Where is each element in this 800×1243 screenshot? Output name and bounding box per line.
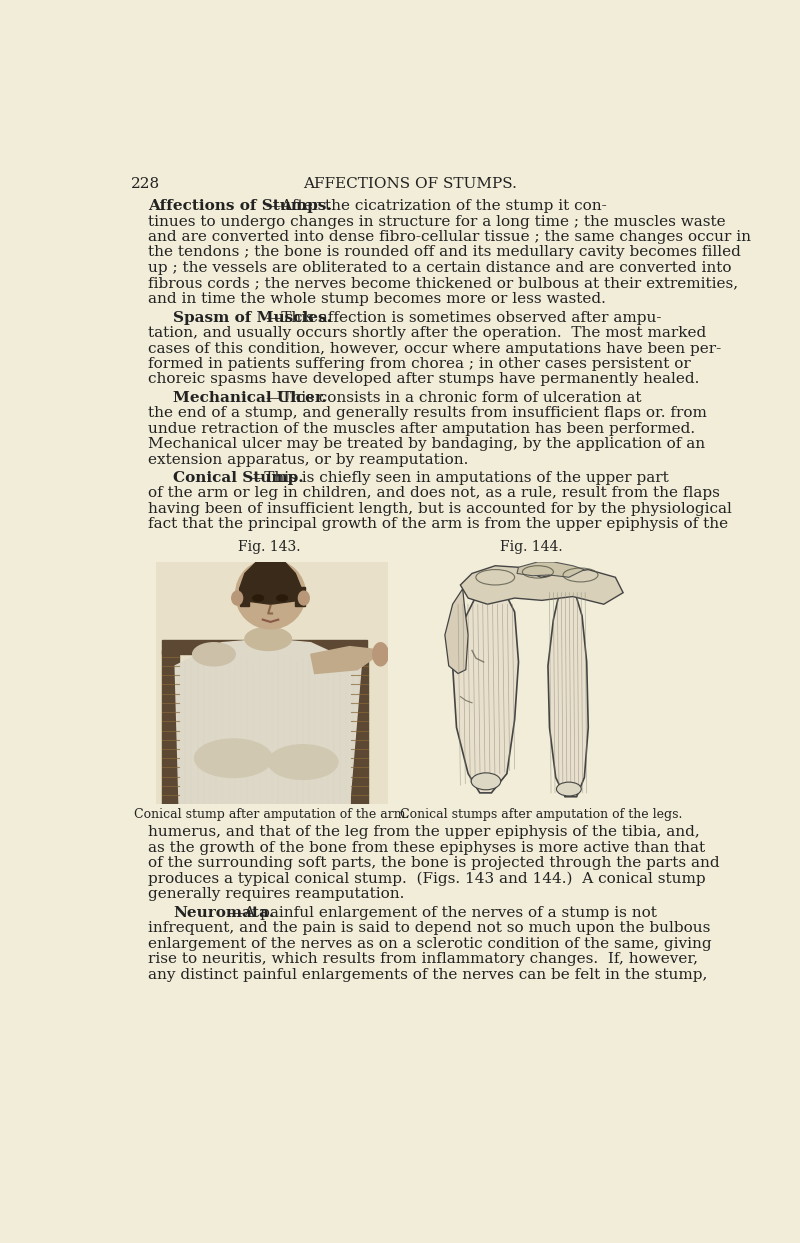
Text: humerus, and that of the leg from the upper epiphysis of the tibia, and,: humerus, and that of the leg from the up…	[148, 825, 700, 839]
Text: Neuromata.: Neuromata.	[173, 906, 274, 920]
Text: the end of a stump, and generally results from insufficient flaps or. from: the end of a stump, and generally result…	[148, 406, 707, 420]
Text: fibrous cords ; the nerves become thickened or bulbous at their extremities,: fibrous cords ; the nerves become thicke…	[148, 276, 738, 290]
Text: infrequent, and the pain is said to depend not so much upon the bulbous: infrequent, and the pain is said to depe…	[148, 921, 710, 936]
Text: formed in patients suffering from chorea ; in other cases persistent or: formed in patients suffering from chorea…	[148, 357, 690, 372]
Text: Conical stump after amputation of the arm.: Conical stump after amputation of the ar…	[134, 808, 410, 822]
Text: up ; the vessels are obliterated to a certain distance and are converted into: up ; the vessels are obliterated to a ce…	[148, 261, 731, 275]
Text: —This consists in a chronic form of ulceration at: —This consists in a chronic form of ulce…	[266, 392, 642, 405]
Text: cases of this condition, however, occur where amputations have been per-: cases of this condition, however, occur …	[148, 342, 722, 355]
Text: 228: 228	[131, 177, 160, 191]
Text: generally requires reamputation.: generally requires reamputation.	[148, 886, 405, 901]
Text: the tendons ; the bone is rounded off and its medullary cavity becomes filled: the tendons ; the bone is rounded off an…	[148, 245, 741, 260]
Text: tinues to undergo changes in structure for a long time ; the muscles waste: tinues to undergo changes in structure f…	[148, 215, 726, 229]
Text: Mechanical ulcer may be treated by bandaging, by the application of an: Mechanical ulcer may be treated by banda…	[148, 438, 705, 451]
Text: Mechanical Ulcer.: Mechanical Ulcer.	[173, 392, 326, 405]
Text: Conical stumps after amputation of the legs.: Conical stumps after amputation of the l…	[400, 808, 682, 822]
Text: —This affection is sometimes observed after ampu-: —This affection is sometimes observed af…	[266, 311, 662, 324]
Text: Conical Stump.: Conical Stump.	[173, 471, 303, 485]
Text: and in time the whole stump becomes more or less wasted.: and in time the whole stump becomes more…	[148, 292, 606, 306]
Text: any distinct painful enlargements of the nerves can be felt in the stump,: any distinct painful enlargements of the…	[148, 967, 707, 982]
Text: fact that the principal growth of the arm is from the upper epiphysis of the: fact that the principal growth of the ar…	[148, 517, 728, 531]
Text: —A painful enlargement of the nerves of a stump is not: —A painful enlargement of the nerves of …	[230, 906, 658, 920]
Text: Fig. 144.: Fig. 144.	[499, 541, 562, 554]
Text: Spasm of Muscles.: Spasm of Muscles.	[173, 311, 332, 324]
Text: Affections of Stumps.: Affections of Stumps.	[148, 199, 332, 214]
Text: having been of insufficient length, but is accounted for by the physiological: having been of insufficient length, but …	[148, 502, 732, 516]
Text: as the growth of the bone from these epiphyses is more active than that: as the growth of the bone from these epi…	[148, 840, 705, 855]
Text: choreic spasms have developed after stumps have permanently healed.: choreic spasms have developed after stum…	[148, 373, 699, 387]
Text: and are converted into dense fibro-cellular tissue ; the same changes occur in: and are converted into dense fibro-cellu…	[148, 230, 751, 244]
Text: rise to neuritis, which results from inflammatory changes.  If, however,: rise to neuritis, which results from inf…	[148, 952, 698, 966]
Text: AFFECTIONS OF STUMPS.: AFFECTIONS OF STUMPS.	[303, 177, 517, 191]
Text: produces a typical conical stump.  (Figs. 143 and 144.)  A conical stump: produces a typical conical stump. (Figs.…	[148, 871, 706, 886]
Text: extension apparatus, or by reamputation.: extension apparatus, or by reamputation.	[148, 452, 469, 466]
Text: tation, and usually occurs shortly after the operation.  The most marked: tation, and usually occurs shortly after…	[148, 326, 706, 341]
Text: enlargement of the nerves as on a sclerotic condition of the same, giving: enlargement of the nerves as on a sclero…	[148, 937, 712, 951]
Text: of the surrounding soft parts, the bone is projected through the parts and: of the surrounding soft parts, the bone …	[148, 856, 720, 870]
Text: Fig. 143.: Fig. 143.	[238, 541, 300, 554]
Text: —This is chiefly seen in amputations of the upper part: —This is chiefly seen in amputations of …	[249, 471, 669, 485]
Text: undue retraction of the muscles after amputation has been performed.: undue retraction of the muscles after am…	[148, 421, 695, 436]
Text: of the arm or leg in children, and does not, as a rule, result from the flaps: of the arm or leg in children, and does …	[148, 486, 720, 501]
Text: —After the cicatrization of the stump it con-: —After the cicatrization of the stump it…	[266, 199, 606, 214]
